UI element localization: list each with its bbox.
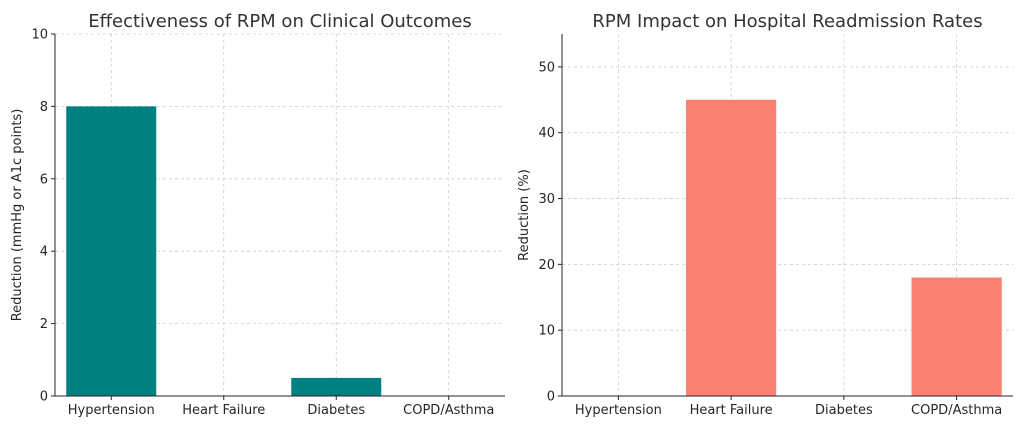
bar-copd-asthma <box>911 277 1002 396</box>
y-tick-label: 6 <box>40 172 48 187</box>
y-axis-label: Reduction (%) <box>517 169 532 261</box>
bar-diabetes <box>291 377 382 396</box>
x-tick-label: Hypertension <box>575 403 662 418</box>
x-tick-label: Heart Failure <box>182 403 265 418</box>
y-tick-label: 0 <box>547 390 555 405</box>
y-tick-label: 40 <box>538 126 555 141</box>
bar-heart-failure <box>686 99 777 397</box>
y-tick-label: 10 <box>538 324 555 339</box>
left-chart-panel: 0 2 4 6 8 10 Hypertension Heart Failure Diabetes… <box>10 11 505 418</box>
x-tick-label: COPD/Asthma <box>403 403 494 418</box>
x-tick-label: Heart Failure <box>690 403 773 418</box>
chart-title: Effectiveness of RPM on Clinical Outcome… <box>88 11 471 32</box>
chart-title: RPM Impact on Hospital Readmission Rates <box>592 11 982 32</box>
y-axis-label: Reduction (mmHg or A1c points) <box>10 109 25 322</box>
x-tick-label: Diabetes <box>815 403 873 418</box>
y-tick-label: 0 <box>40 390 48 405</box>
x-tick-label: Hypertension <box>68 403 155 418</box>
y-tick-label: 10 <box>31 28 48 43</box>
y-tick-label: 30 <box>538 192 555 207</box>
x-tick-label: Diabetes <box>307 403 365 418</box>
right-chart-panel: 0 10 20 30 40 50 Hypertension Heart Failure Diab… <box>517 11 1013 418</box>
x-tick-label: COPD/Asthma <box>911 403 1002 418</box>
y-tick-label: 20 <box>538 258 555 273</box>
y-tick-label: 50 <box>538 60 555 75</box>
y-tick-label: 8 <box>40 100 48 115</box>
y-tick-label: 2 <box>40 317 48 332</box>
bar-hypertension <box>66 106 157 397</box>
y-tick-label: 4 <box>40 245 48 260</box>
